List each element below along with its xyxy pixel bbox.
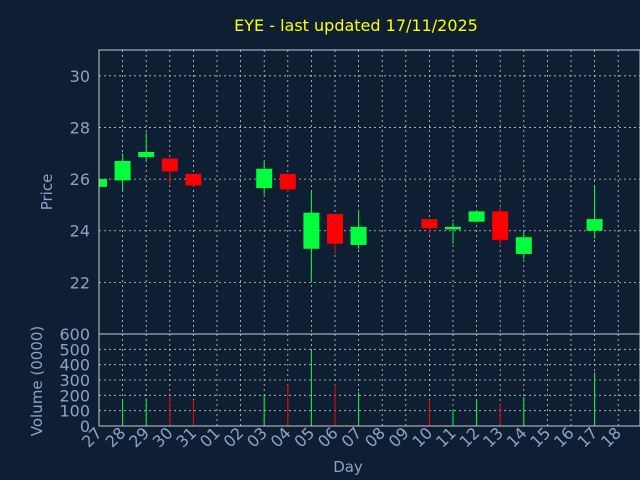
volume-tick-label: 200 — [59, 386, 90, 405]
volume-tick-label: 0 — [80, 417, 90, 436]
candle-body — [138, 151, 155, 158]
price-candles — [98, 132, 603, 283]
candle-body — [350, 226, 367, 245]
volume-tick-label: 400 — [59, 356, 90, 375]
candle-body — [161, 158, 178, 172]
price-tick-label: 22 — [70, 273, 90, 292]
volume-tick-label: 600 — [59, 325, 90, 344]
candle-body — [303, 212, 320, 249]
price-tick-label: 26 — [70, 170, 90, 189]
candle-body — [515, 237, 532, 254]
chart-title: EYE - last updated 17/11/2025 — [234, 16, 478, 35]
price-tick-label: 28 — [70, 118, 90, 137]
volume-axis-label: Volume (0000) — [28, 326, 46, 436]
price-tick-label: 24 — [70, 222, 90, 241]
candle-body — [327, 213, 343, 244]
volume-tick-label: 300 — [59, 371, 90, 390]
price-axis: 22 24 26 28 30 — [70, 67, 90, 293]
candle-body — [445, 226, 461, 230]
volume-panel-frame — [98, 333, 640, 427]
candle-body — [468, 211, 485, 222]
day-axis: 2728293031010203040506070809101112131415… — [78, 423, 625, 451]
candle-body — [185, 173, 202, 186]
candle-body — [492, 211, 509, 240]
price-axis-label: Price — [38, 174, 56, 211]
volume-tick-label: 100 — [59, 402, 90, 421]
candle-body — [99, 179, 107, 187]
candle-body — [421, 219, 438, 229]
candle-body — [279, 173, 296, 190]
price-tick-label: 30 — [70, 67, 90, 86]
day-axis-label: Day — [333, 458, 363, 476]
volume-tick-label: 500 — [59, 340, 90, 359]
volume-bars — [122, 349, 596, 426]
candle-body — [256, 168, 273, 189]
candle-body — [586, 219, 603, 231]
candle-body — [114, 161, 131, 181]
